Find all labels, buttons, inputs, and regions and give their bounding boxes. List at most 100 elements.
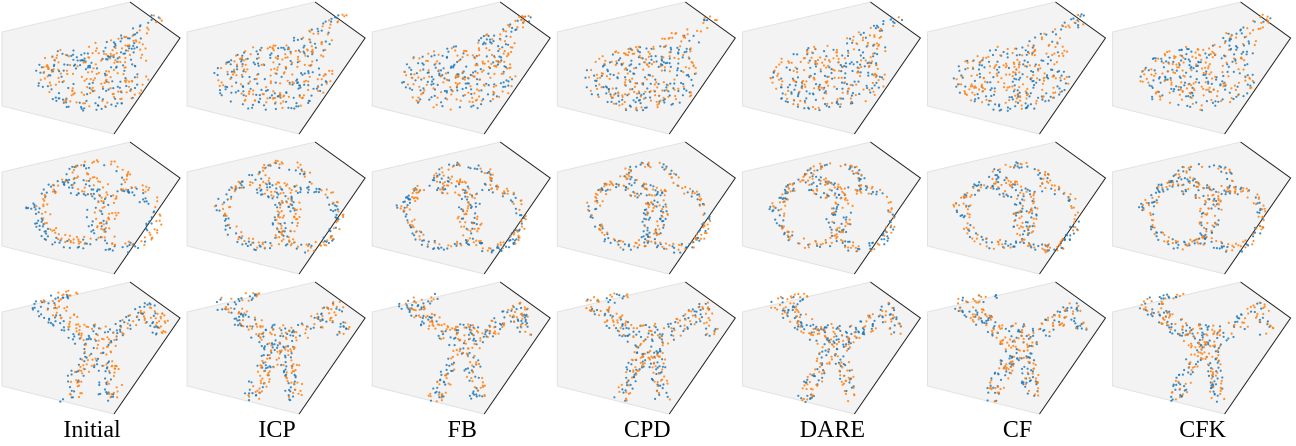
point — [80, 381, 82, 383]
point — [627, 296, 629, 298]
point — [295, 185, 297, 187]
point — [405, 86, 407, 88]
point — [680, 244, 682, 246]
point — [646, 64, 648, 66]
point — [462, 77, 464, 79]
point — [848, 223, 850, 225]
point — [242, 325, 244, 327]
point — [634, 182, 636, 184]
point — [840, 103, 842, 105]
point — [472, 101, 474, 103]
point — [650, 184, 652, 186]
point — [825, 239, 827, 241]
point — [824, 164, 826, 166]
point — [293, 383, 295, 385]
point — [106, 74, 108, 76]
point — [103, 50, 105, 52]
point — [286, 183, 288, 185]
point — [866, 85, 868, 87]
point — [503, 81, 505, 83]
point — [618, 294, 620, 296]
point — [328, 228, 330, 230]
point — [612, 53, 614, 55]
point — [75, 101, 77, 103]
point — [458, 60, 460, 62]
point — [882, 23, 884, 25]
point — [410, 224, 412, 226]
point — [114, 367, 116, 369]
point — [244, 50, 246, 52]
point — [474, 212, 476, 214]
point — [509, 23, 511, 25]
point — [895, 318, 897, 320]
point — [307, 84, 309, 86]
point — [633, 192, 635, 194]
point — [282, 230, 284, 232]
point — [255, 394, 257, 396]
point — [94, 198, 96, 200]
point — [415, 315, 417, 317]
point — [802, 387, 804, 389]
point — [339, 332, 341, 334]
point — [668, 51, 670, 53]
point — [698, 41, 700, 43]
point — [462, 217, 464, 219]
point — [524, 308, 526, 310]
point — [396, 204, 398, 206]
point — [847, 250, 849, 252]
point — [435, 63, 437, 65]
point — [616, 313, 618, 315]
ground-plane — [372, 282, 550, 414]
point — [219, 89, 221, 91]
point — [117, 61, 119, 63]
point — [143, 311, 145, 313]
point — [296, 364, 298, 366]
point — [873, 25, 875, 27]
point — [510, 199, 512, 201]
point — [286, 201, 288, 203]
point — [132, 244, 134, 246]
point — [299, 51, 301, 53]
point — [54, 298, 56, 300]
point — [527, 308, 529, 310]
point — [78, 192, 80, 194]
point — [142, 184, 144, 186]
point — [824, 343, 826, 345]
point — [459, 82, 461, 84]
point — [53, 65, 55, 67]
point — [598, 314, 600, 316]
point — [640, 336, 642, 338]
point — [514, 42, 516, 44]
point — [625, 320, 627, 322]
point — [329, 319, 331, 321]
point — [433, 106, 435, 108]
point — [480, 168, 482, 170]
point — [652, 357, 654, 359]
point — [667, 84, 669, 86]
point — [155, 21, 157, 23]
point — [58, 97, 60, 99]
point — [596, 74, 598, 76]
point — [651, 194, 653, 196]
point — [288, 396, 290, 398]
point — [297, 39, 299, 41]
point — [888, 202, 890, 204]
point — [606, 69, 608, 71]
point — [522, 26, 524, 28]
point — [506, 188, 508, 190]
point — [632, 72, 634, 74]
point — [251, 328, 253, 330]
point — [307, 80, 309, 82]
point — [883, 235, 885, 237]
point — [797, 103, 799, 105]
point — [808, 108, 810, 110]
point — [88, 57, 90, 59]
point — [846, 332, 848, 334]
point — [668, 326, 670, 328]
point — [273, 97, 275, 99]
point — [418, 314, 420, 316]
point — [432, 324, 434, 326]
point — [621, 94, 623, 96]
point — [116, 52, 118, 54]
point — [328, 204, 330, 206]
